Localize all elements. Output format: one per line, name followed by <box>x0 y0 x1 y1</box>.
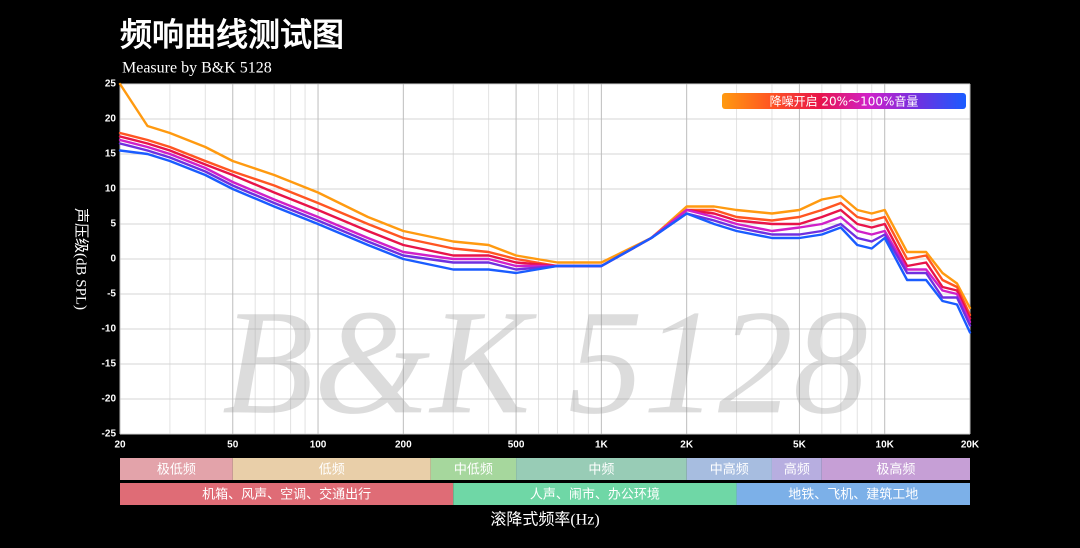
chart-subtitle: Measure by B&K 5128 <box>122 60 272 77</box>
chart-title: 频响曲线测试图 <box>120 16 344 52</box>
frequency-band <box>232 458 431 480</box>
y-tick-label: -25 <box>102 429 117 440</box>
y-tick-label: 0 <box>110 254 116 265</box>
frequency-band <box>821 458 970 480</box>
band-label: 中高频 <box>710 462 749 478</box>
band-label: 中低频 <box>454 463 493 478</box>
x-tick-label: 10K <box>876 440 895 451</box>
y-tick-label: -15 <box>102 359 117 370</box>
legend-label: 降噪开启 20%～100%音量 <box>770 94 919 109</box>
x-tick-label: 2K <box>680 440 694 451</box>
noise-zone <box>120 483 454 505</box>
y-tick-label: 5 <box>110 219 116 230</box>
legend-swatch <box>722 93 966 109</box>
x-tick-label: 200 <box>395 440 412 451</box>
y-axis-label: 声压级(dB SPL) <box>73 208 91 310</box>
y-tick-label: 15 <box>105 149 117 160</box>
x-tick-label: 5K <box>793 440 807 451</box>
x-tick-label: 20 <box>114 440 126 451</box>
y-tick-label: 25 <box>105 79 117 90</box>
frequency-band <box>430 458 517 480</box>
curve <box>118 138 972 324</box>
y-tick-label: 10 <box>105 184 117 195</box>
band-label: 机箱、风声、空调、交通出行 <box>202 487 371 503</box>
noise-zone <box>453 483 737 505</box>
band-label: 低频 <box>319 463 345 478</box>
band-label: 极高频 <box>876 462 915 478</box>
x-tick-label: 500 <box>508 440 525 451</box>
curve <box>118 82 972 310</box>
y-tick-label: 20 <box>105 114 117 125</box>
band-label: 高频 <box>784 462 810 478</box>
x-tick-label: 20K <box>961 440 980 451</box>
frequency-band <box>771 458 822 480</box>
frequency-band <box>686 458 772 480</box>
x-tick-label: 100 <box>310 440 327 451</box>
curve <box>118 149 972 334</box>
band-label: 中频 <box>588 463 614 478</box>
x-tick-label: 1K <box>595 440 609 451</box>
x-axis-label: 滚降式频率(Hz) <box>490 511 599 529</box>
y-tick-label: -20 <box>102 394 117 405</box>
watermark: B&K 5128 <box>222 279 868 445</box>
x-tick-label: 50 <box>227 440 239 451</box>
band-label: 地铁、飞机、建筑工地 <box>788 487 918 503</box>
frequency-band <box>516 458 687 480</box>
frequency-band <box>120 458 233 480</box>
noise-zone <box>736 483 970 505</box>
y-tick-label: -5 <box>107 289 116 300</box>
y-tick-label: -10 <box>102 324 117 335</box>
band-label: 极低频 <box>157 463 196 478</box>
band-label: 人声、闹市、办公环境 <box>530 487 660 503</box>
